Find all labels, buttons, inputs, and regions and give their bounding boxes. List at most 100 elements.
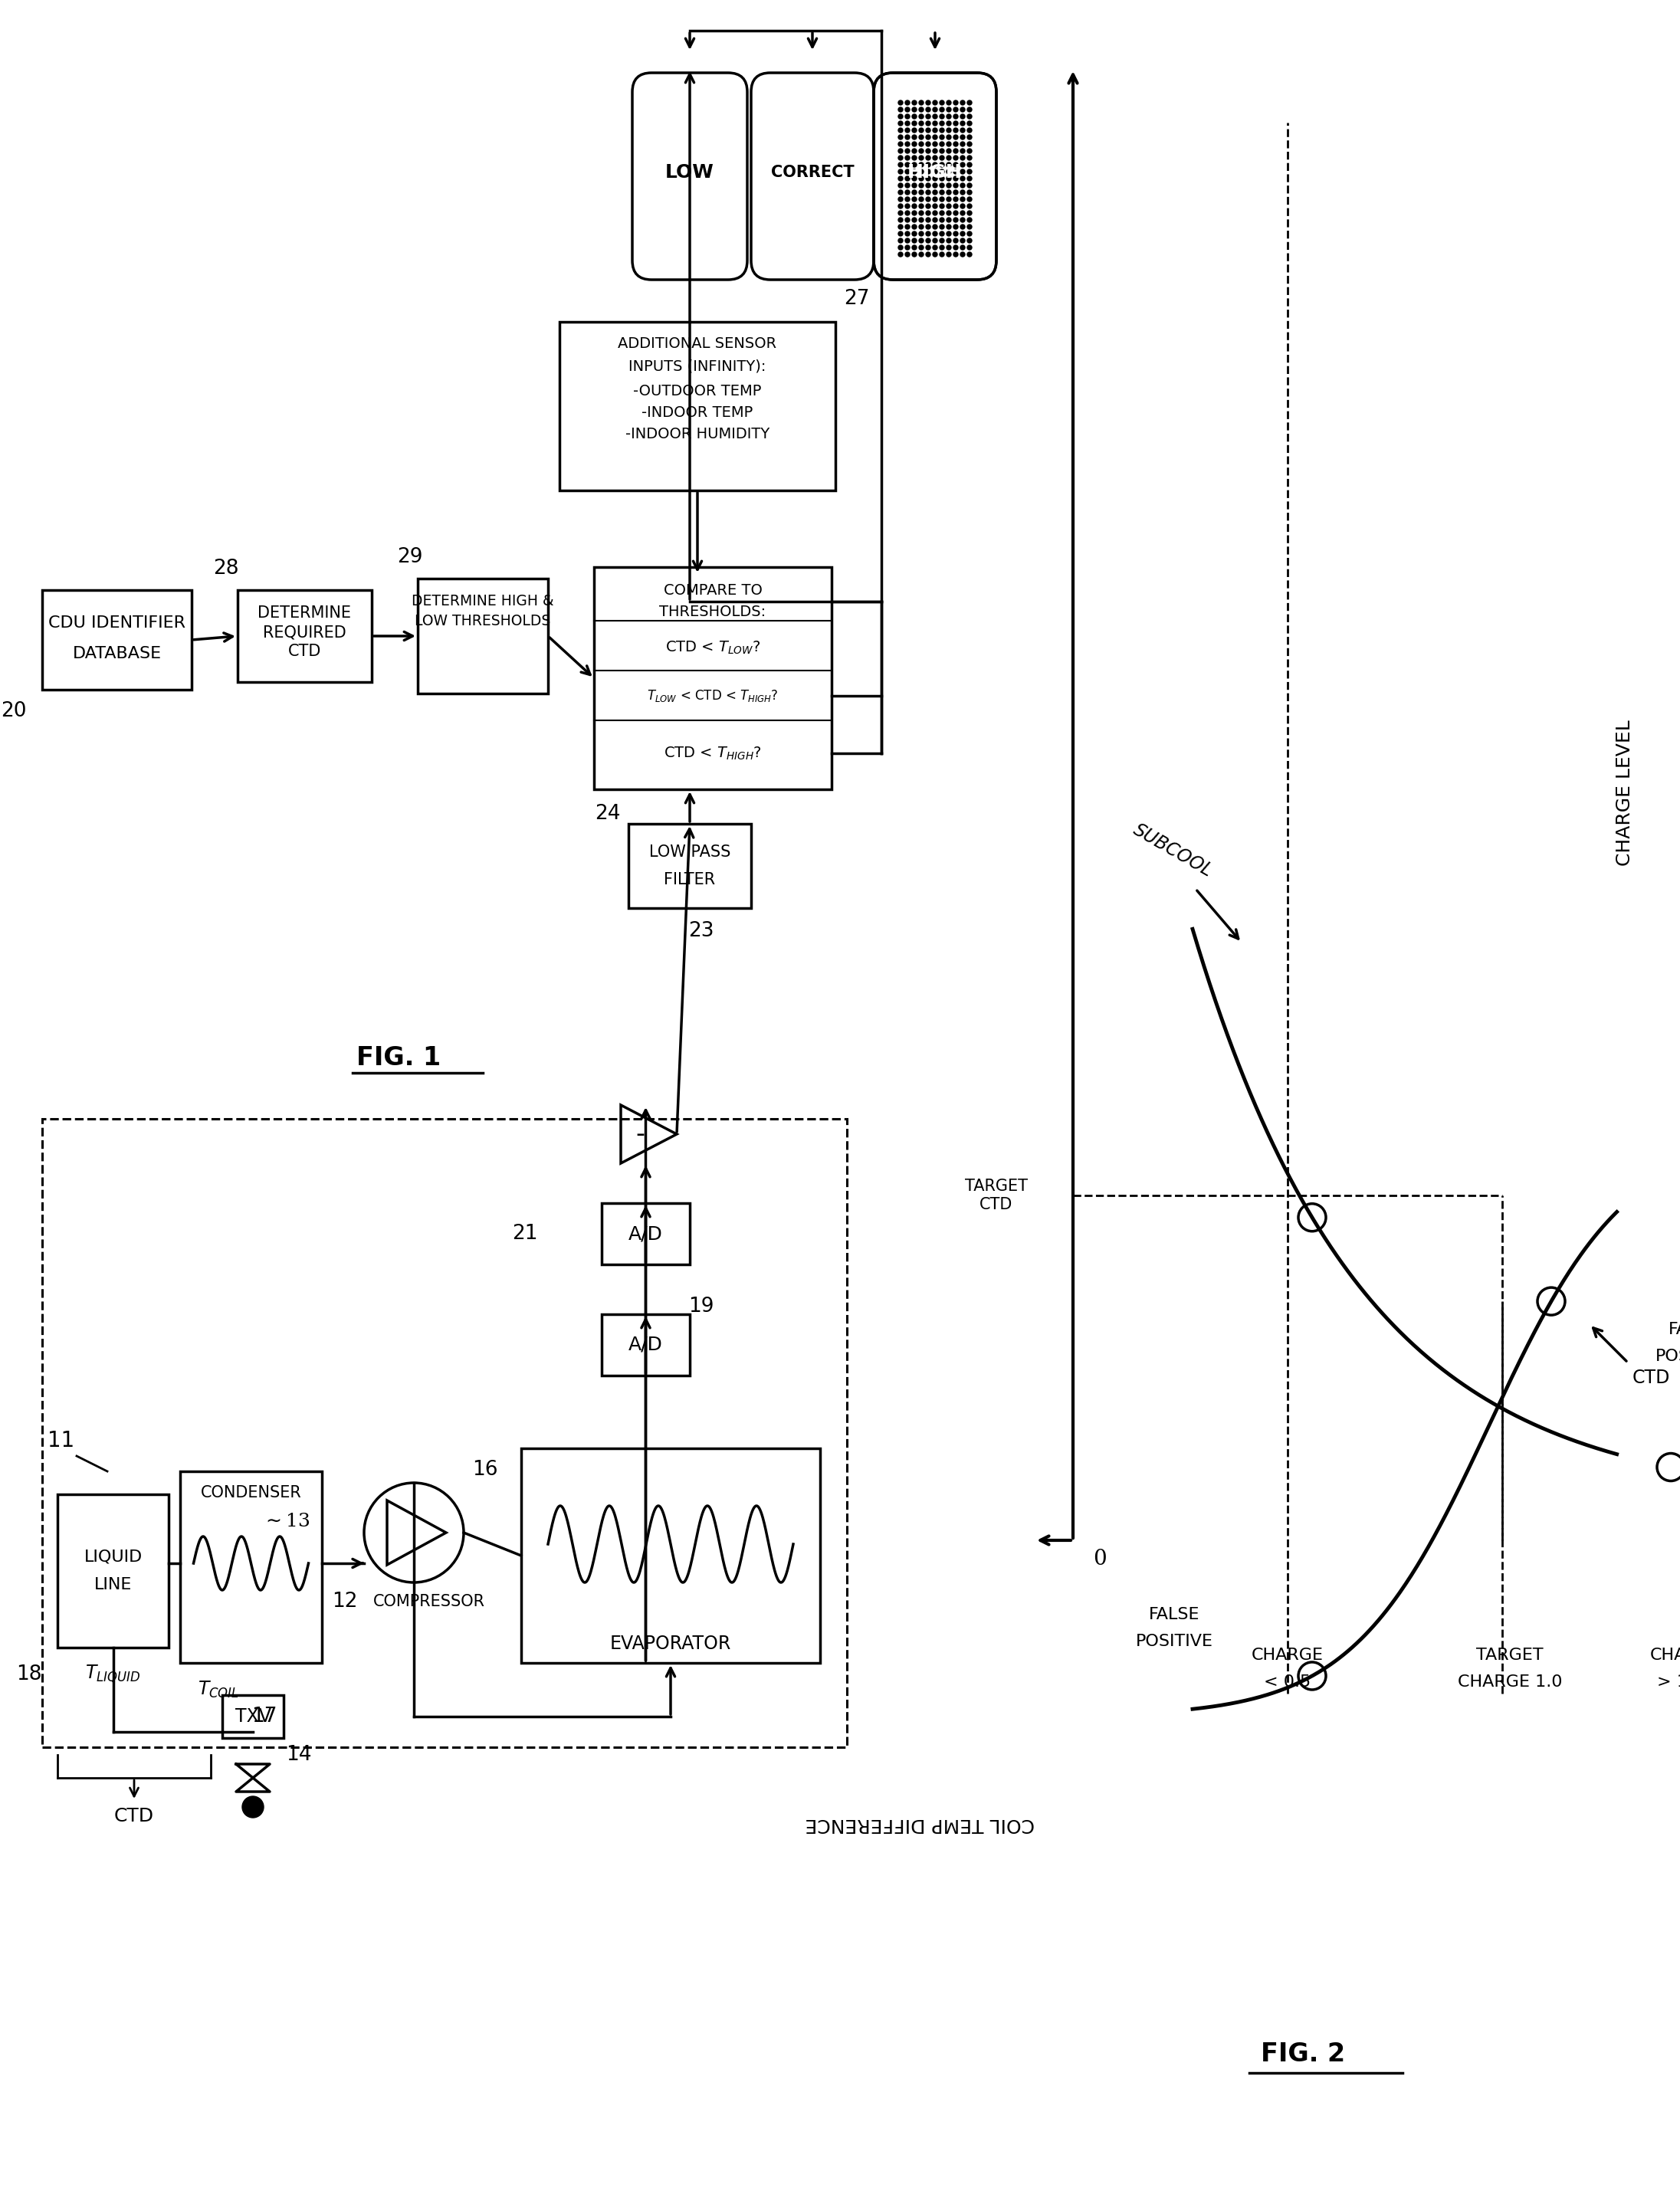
Circle shape	[912, 252, 917, 256]
Circle shape	[912, 141, 917, 146]
Bar	[521, 1448, 820, 1662]
Circle shape	[899, 121, 902, 126]
Circle shape	[926, 115, 931, 119]
Circle shape	[946, 115, 951, 119]
Circle shape	[946, 154, 951, 161]
Circle shape	[912, 135, 917, 139]
Text: 0: 0	[1094, 1549, 1107, 1569]
Circle shape	[954, 170, 958, 174]
Circle shape	[932, 141, 937, 146]
Text: EVAPORATOR: EVAPORATOR	[610, 1635, 731, 1653]
Text: FIG. 1: FIG. 1	[356, 1044, 440, 1070]
Circle shape	[939, 154, 944, 161]
Circle shape	[961, 210, 964, 216]
Circle shape	[912, 203, 917, 207]
Text: $T_{LIQUID}$: $T_{LIQUID}$	[86, 1664, 141, 1686]
Circle shape	[954, 232, 958, 236]
Circle shape	[961, 225, 964, 230]
Circle shape	[946, 99, 951, 106]
Circle shape	[946, 196, 951, 201]
Text: 16: 16	[472, 1459, 499, 1479]
Circle shape	[939, 232, 944, 236]
Circle shape	[961, 163, 964, 168]
Text: FALSE: FALSE	[1668, 1322, 1680, 1337]
Text: A/D: A/D	[628, 1335, 664, 1355]
Circle shape	[932, 163, 937, 168]
Text: $T_{COIL}$: $T_{COIL}$	[198, 1680, 239, 1699]
Circle shape	[919, 252, 924, 256]
Text: 23: 23	[689, 920, 714, 940]
Circle shape	[961, 135, 964, 139]
Circle shape	[954, 148, 958, 152]
Text: LOW PASS: LOW PASS	[648, 845, 731, 861]
Circle shape	[946, 252, 951, 256]
Circle shape	[932, 245, 937, 249]
Circle shape	[968, 238, 971, 243]
Circle shape	[961, 203, 964, 207]
Circle shape	[961, 252, 964, 256]
Circle shape	[946, 163, 951, 168]
Circle shape	[968, 170, 971, 174]
Circle shape	[946, 225, 951, 230]
Text: $T_{LOW}$ < CTD < $T_{HIGH}$?: $T_{LOW}$ < CTD < $T_{HIGH}$?	[647, 689, 778, 704]
Circle shape	[954, 154, 958, 161]
Circle shape	[932, 154, 937, 161]
Circle shape	[939, 108, 944, 113]
Circle shape	[906, 252, 911, 256]
Circle shape	[968, 177, 971, 181]
Circle shape	[926, 108, 931, 113]
Circle shape	[939, 121, 944, 126]
Circle shape	[919, 148, 924, 152]
Circle shape	[926, 177, 931, 181]
Circle shape	[912, 128, 917, 132]
Circle shape	[961, 141, 964, 146]
Circle shape	[968, 210, 971, 216]
Circle shape	[961, 245, 964, 249]
Text: POSITIVE: POSITIVE	[1136, 1633, 1213, 1649]
Circle shape	[946, 218, 951, 223]
Text: -: -	[635, 1121, 645, 1148]
Circle shape	[932, 99, 937, 106]
Circle shape	[926, 128, 931, 132]
Circle shape	[939, 190, 944, 194]
Circle shape	[939, 218, 944, 223]
Text: 17: 17	[252, 1706, 277, 1726]
Bar	[57, 1494, 168, 1649]
Circle shape	[919, 170, 924, 174]
Text: > 1.25: > 1.25	[1656, 1675, 1680, 1691]
Text: CTD: CTD	[1631, 1368, 1670, 1388]
Circle shape	[968, 154, 971, 161]
Circle shape	[919, 232, 924, 236]
Circle shape	[968, 135, 971, 139]
Circle shape	[906, 218, 911, 223]
Text: CHARGE: CHARGE	[1252, 1649, 1324, 1662]
Circle shape	[932, 135, 937, 139]
Circle shape	[906, 148, 911, 152]
Circle shape	[926, 218, 931, 223]
Text: A/D: A/D	[628, 1225, 664, 1243]
Circle shape	[926, 210, 931, 216]
Circle shape	[906, 163, 911, 168]
Circle shape	[906, 128, 911, 132]
Circle shape	[926, 148, 931, 152]
Circle shape	[899, 252, 902, 256]
Circle shape	[926, 99, 931, 106]
Text: COIL TEMP DIFFERENCE: COIL TEMP DIFFERENCE	[805, 1814, 1035, 1834]
Circle shape	[899, 135, 902, 139]
Circle shape	[939, 163, 944, 168]
Circle shape	[912, 245, 917, 249]
Circle shape	[919, 141, 924, 146]
Circle shape	[899, 141, 902, 146]
Circle shape	[899, 203, 902, 207]
Circle shape	[919, 128, 924, 132]
Circle shape	[926, 196, 931, 201]
Text: FIG. 2: FIG. 2	[1260, 2041, 1346, 2066]
Text: 11: 11	[47, 1430, 76, 1452]
Circle shape	[912, 163, 917, 168]
Circle shape	[919, 183, 924, 188]
Circle shape	[912, 183, 917, 188]
Circle shape	[919, 238, 924, 243]
Circle shape	[906, 245, 911, 249]
Bar	[601, 1203, 690, 1265]
Circle shape	[906, 183, 911, 188]
